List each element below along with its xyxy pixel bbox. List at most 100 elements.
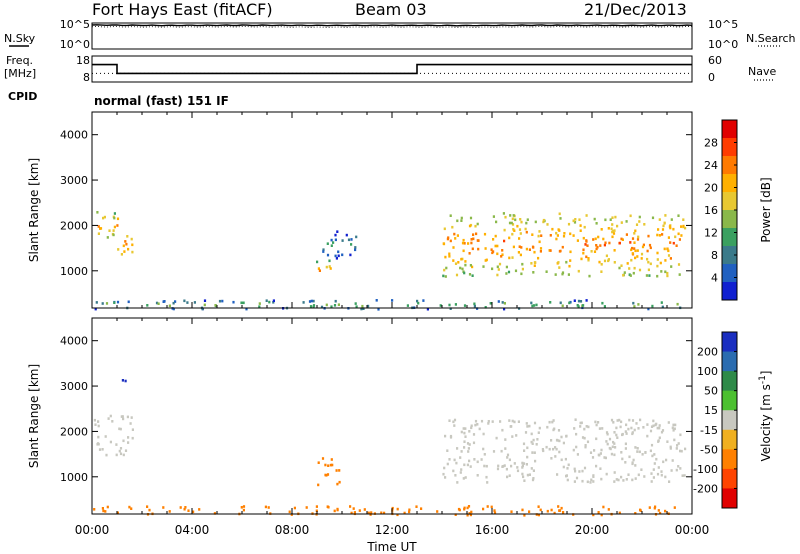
echo-cell bbox=[675, 244, 678, 247]
echo-cell bbox=[660, 301, 663, 304]
echo-cell bbox=[309, 305, 313, 308]
power-ylabel: Slant Range [km] bbox=[27, 158, 41, 262]
echo-cell bbox=[656, 258, 659, 261]
echo-cell bbox=[476, 474, 479, 477]
echo-cell bbox=[597, 453, 600, 457]
echo-cell bbox=[618, 241, 621, 245]
echo-cell bbox=[198, 508, 201, 511]
echo-cell bbox=[350, 243, 353, 246]
colorbar-tick-label: 12 bbox=[704, 227, 718, 240]
echo-cell bbox=[647, 268, 650, 272]
echo-cell bbox=[521, 464, 524, 468]
echo-cell bbox=[444, 255, 447, 259]
nsky-series bbox=[91, 24, 693, 27]
echo-cell bbox=[648, 506, 651, 509]
echo-cell bbox=[593, 449, 596, 452]
echo-cell bbox=[460, 430, 463, 434]
echo-cell bbox=[603, 456, 606, 459]
echo-cell bbox=[648, 243, 652, 247]
echo-cell bbox=[532, 438, 535, 442]
echo-cell bbox=[325, 303, 328, 307]
echo-cell bbox=[644, 451, 647, 454]
echo-cell bbox=[560, 506, 563, 510]
echo-cell bbox=[112, 229, 115, 232]
freq-label: Freq. bbox=[6, 54, 33, 67]
echo-cell bbox=[533, 451, 536, 454]
echo-cell bbox=[315, 505, 318, 508]
echo-cell bbox=[493, 509, 496, 512]
echo-cell bbox=[487, 422, 490, 425]
echo-cell bbox=[652, 468, 655, 471]
echo-cell bbox=[589, 451, 593, 454]
echo-cell bbox=[631, 246, 634, 250]
echo-cell bbox=[608, 241, 611, 245]
echo-cell bbox=[680, 449, 683, 453]
echo-cell bbox=[496, 244, 499, 248]
echo-cell bbox=[326, 473, 330, 476]
echo-cell bbox=[524, 431, 528, 434]
echo-cell bbox=[566, 478, 569, 482]
colorbar-swatch bbox=[722, 210, 737, 229]
power-echo-marks bbox=[94, 211, 687, 311]
range-tick-label: 2000 bbox=[60, 425, 88, 438]
echo-cell bbox=[184, 506, 187, 509]
echo-cell bbox=[631, 478, 634, 482]
echo-cell bbox=[512, 214, 515, 217]
echo-cell bbox=[327, 464, 330, 467]
echo-cell bbox=[657, 228, 660, 231]
echo-cell bbox=[192, 510, 195, 514]
echo-cell bbox=[608, 446, 611, 450]
echo-cell bbox=[463, 271, 466, 275]
freq-series bbox=[92, 63, 692, 75]
echo-cell bbox=[671, 426, 674, 430]
echo-cell bbox=[599, 244, 602, 247]
echo-cell bbox=[666, 440, 669, 443]
echo-cell bbox=[113, 212, 116, 215]
echo-cell bbox=[508, 256, 511, 260]
echo-cell bbox=[482, 447, 485, 451]
range-tick-label: 4000 bbox=[60, 335, 88, 348]
echo-cell bbox=[498, 262, 502, 266]
colorbar-frame bbox=[721, 331, 738, 509]
echo-cell bbox=[651, 454, 654, 458]
echo-cell bbox=[448, 252, 451, 256]
echo-cell bbox=[680, 225, 683, 228]
echo-cell bbox=[105, 453, 108, 457]
echo-cell bbox=[120, 253, 123, 256]
echo-cell bbox=[565, 474, 568, 477]
echo-cell bbox=[631, 461, 634, 464]
echo-cell bbox=[460, 450, 463, 453]
echo-cell bbox=[322, 248, 325, 251]
echo-cell bbox=[448, 419, 451, 422]
echo-cell bbox=[651, 216, 655, 220]
echo-cell bbox=[618, 418, 621, 422]
echo-cell bbox=[584, 445, 587, 449]
echo-cell bbox=[116, 300, 120, 304]
echo-cell bbox=[525, 221, 528, 225]
echo-cell bbox=[470, 426, 473, 430]
echo-cell bbox=[506, 456, 509, 459]
echo-cell bbox=[573, 427, 576, 430]
echo-cell bbox=[618, 511, 621, 515]
echo-cell bbox=[535, 443, 538, 446]
echo-cell bbox=[520, 220, 523, 224]
echo-cell bbox=[646, 249, 649, 253]
echo-cell bbox=[496, 265, 499, 269]
echo-cell bbox=[648, 274, 651, 277]
echo-cell bbox=[658, 234, 661, 237]
echo-cell bbox=[101, 302, 104, 305]
echo-cell bbox=[525, 247, 528, 251]
echo-cell bbox=[640, 468, 643, 471]
echo-cell bbox=[326, 242, 329, 245]
echo-cell bbox=[681, 474, 684, 477]
echo-cell bbox=[606, 432, 609, 436]
echo-cell bbox=[558, 229, 561, 232]
echo-cell bbox=[242, 301, 245, 305]
echo-cell bbox=[610, 452, 613, 456]
echo-cell bbox=[508, 474, 511, 477]
echo-cell bbox=[526, 455, 529, 459]
echo-cell bbox=[336, 230, 339, 233]
echo-cell bbox=[504, 447, 507, 450]
echo-cell bbox=[522, 475, 525, 479]
echo-cell bbox=[462, 249, 465, 253]
